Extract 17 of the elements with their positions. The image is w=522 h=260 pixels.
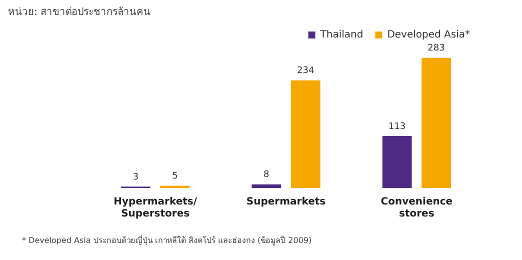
bar <box>422 58 451 188</box>
text: * Developed Asia ประกอบด้วยญี่ปุ่น เกาหลีใต้ สิงคโปร์ และฮ่องกง (ข้อมูลปี 2009) <box>22 234 312 247</box>
legend-label: Developed Asia* <box>387 30 470 41</box>
bar <box>290 80 320 188</box>
data-label: 283 <box>428 44 445 54</box>
legend-label: Thailand <box>319 30 364 41</box>
bar <box>252 184 282 188</box>
data-label: 8 <box>264 170 270 180</box>
x-tick-label: Convenience stores <box>380 196 453 220</box>
data-label: 234 <box>297 66 314 76</box>
x-tick-label: Supermarkets <box>246 196 326 208</box>
chart-title: หน่วย: สาขาต่อประชากรล้านคน <box>8 6 151 19</box>
data-label: 3 <box>132 172 139 182</box>
data-label: 5 <box>172 172 178 182</box>
data-label: 113 <box>388 122 406 132</box>
bar <box>382 136 412 188</box>
x-tick-label: Hypermarkets/ Superstores <box>114 196 198 220</box>
